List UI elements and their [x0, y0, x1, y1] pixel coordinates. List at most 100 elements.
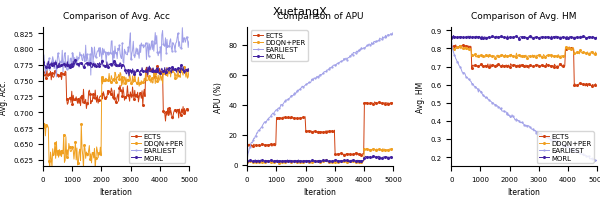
- MORL: [593, 37, 600, 39]
- X-axis label: Iteration: Iteration: [508, 187, 541, 196]
- MORL: [283, 160, 290, 162]
- DDQN+PER: [593, 53, 600, 56]
- EARLIEST: [253, 135, 260, 137]
- ECTS: [448, 46, 455, 49]
- DDQN+PER: [379, 149, 386, 151]
- EARLIEST: [53, 76, 60, 79]
- DDQN+PER: [363, 147, 370, 150]
- DDQN+PER: [40, 126, 47, 129]
- ECTS: [349, 154, 356, 156]
- Line: MORL: MORL: [247, 155, 394, 163]
- MORL: [379, 157, 386, 160]
- ECTS: [185, 110, 193, 113]
- DDQN+PER: [250, 161, 257, 163]
- EARLIEST: [179, 27, 186, 30]
- Line: EARLIEST: EARLIEST: [247, 33, 394, 161]
- MORL: [271, 160, 278, 162]
- Line: EARLIEST: EARLIEST: [43, 28, 190, 78]
- Line: ECTS: ECTS: [451, 45, 598, 88]
- DDQN+PER: [587, 51, 595, 53]
- MORL: [450, 35, 457, 38]
- EARLIEST: [67, 58, 74, 60]
- ECTS: [581, 85, 589, 88]
- MORL: [383, 156, 391, 158]
- Legend: ECTS, DDQN+PER, EARLIEST, MORL: ECTS, DDQN+PER, EARLIEST, MORL: [536, 132, 593, 163]
- ECTS: [584, 86, 591, 88]
- MORL: [389, 156, 397, 159]
- Legend: ECTS, DDQN+PER, EARLIEST, MORL: ECTS, DDQN+PER, EARLIEST, MORL: [251, 31, 308, 62]
- EARLIEST: [586, 158, 593, 160]
- ECTS: [162, 120, 169, 123]
- EARLIEST: [593, 160, 600, 162]
- ECTS: [457, 46, 464, 48]
- Line: EARLIEST: EARLIEST: [451, 37, 598, 162]
- MORL: [515, 38, 522, 41]
- EARLIEST: [244, 159, 251, 161]
- MORL: [40, 61, 47, 64]
- EARLIEST: [46, 58, 53, 60]
- DDQN+PER: [524, 57, 531, 60]
- ECTS: [389, 102, 397, 104]
- EARLIEST: [185, 41, 193, 43]
- Line: ECTS: ECTS: [247, 102, 394, 156]
- MORL: [457, 37, 464, 39]
- Title: Comparison of Avg. Acc: Comparison of Avg. Acc: [62, 12, 170, 21]
- DDQN+PER: [299, 162, 306, 164]
- ECTS: [587, 84, 595, 87]
- Legend: ECTS, DDQN+PER, EARLIEST, MORL: ECTS, DDQN+PER, EARLIEST, MORL: [128, 132, 185, 163]
- EARLIEST: [382, 35, 389, 37]
- DDQN+PER: [67, 151, 74, 153]
- EARLIEST: [40, 60, 47, 62]
- DDQN+PER: [49, 148, 56, 150]
- MORL: [253, 160, 260, 162]
- MORL: [454, 37, 461, 40]
- ECTS: [40, 72, 47, 74]
- DDQN+PER: [79, 154, 86, 157]
- Line: DDQN+PER: DDQN+PER: [43, 67, 190, 169]
- MORL: [175, 68, 182, 70]
- MORL: [448, 37, 455, 40]
- EARLIEST: [581, 154, 588, 157]
- EARLIEST: [49, 60, 56, 63]
- DDQN+PER: [475, 57, 482, 60]
- DDQN+PER: [46, 160, 53, 163]
- Line: MORL: MORL: [43, 59, 190, 78]
- EARLIEST: [454, 61, 461, 64]
- DDQN+PER: [180, 67, 187, 69]
- EARLIEST: [457, 66, 464, 69]
- ECTS: [283, 116, 290, 119]
- DDQN+PER: [389, 148, 397, 150]
- ECTS: [371, 101, 378, 104]
- EARLIEST: [389, 32, 397, 35]
- EARLIEST: [487, 100, 494, 103]
- DDQN+PER: [454, 47, 461, 49]
- MORL: [72, 59, 79, 61]
- Title: Comparison of APU: Comparison of APU: [277, 12, 364, 21]
- X-axis label: Iteration: Iteration: [100, 187, 133, 196]
- Line: DDQN+PER: DDQN+PER: [247, 148, 394, 164]
- Line: DDQN+PER: DDQN+PER: [451, 46, 598, 59]
- ECTS: [154, 65, 161, 68]
- ECTS: [49, 72, 56, 75]
- ECTS: [593, 85, 600, 87]
- MORL: [370, 155, 377, 157]
- ECTS: [79, 95, 86, 97]
- Y-axis label: APU (%): APU (%): [214, 82, 223, 112]
- DDQN+PER: [487, 56, 494, 59]
- EARLIEST: [592, 160, 599, 163]
- MORL: [179, 67, 187, 69]
- ECTS: [452, 44, 459, 47]
- Text: XuetangX: XuetangX: [272, 7, 328, 17]
- ECTS: [179, 106, 187, 108]
- ECTS: [475, 66, 482, 68]
- ECTS: [46, 74, 53, 76]
- EARLIEST: [250, 140, 257, 142]
- DDQN+PER: [253, 161, 260, 163]
- EARLIEST: [377, 39, 384, 41]
- Y-axis label: Avg. Acc.: Avg. Acc.: [0, 80, 8, 114]
- ECTS: [175, 109, 182, 112]
- X-axis label: Iteration: Iteration: [304, 187, 337, 196]
- Line: MORL: MORL: [451, 35, 598, 40]
- DDQN+PER: [244, 161, 251, 163]
- EARLIEST: [448, 37, 455, 39]
